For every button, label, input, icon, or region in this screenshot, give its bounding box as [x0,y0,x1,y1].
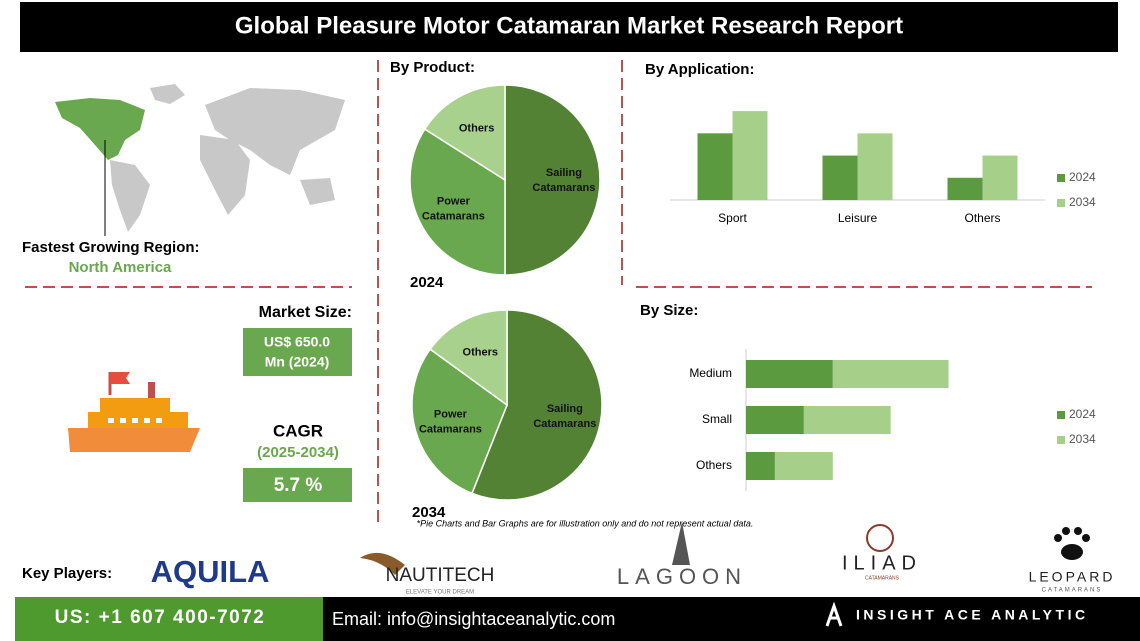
player-tagline: ELEVATE YOUR DREAM [406,590,474,596]
bar [803,406,891,434]
chart-title: By Application: [645,61,754,78]
slice-label: Sailing Catamarans [532,167,595,194]
email: Email: info@insightaceanalytic.com [332,609,615,629]
market-size-box [243,328,352,376]
x-tick-label: Sport [718,211,747,225]
slice-label: Power Catamarans [419,408,482,435]
title-bar [20,2,1118,52]
cagr-value: 5.7 % [274,475,323,496]
market-size-value: US$ 650.0 [264,334,330,350]
bar [947,177,983,200]
region-label: Fastest Growing Region: [22,239,200,256]
bar [822,155,858,200]
pie-year: 2034 [412,504,446,521]
legend-label: 2024 [1069,170,1096,184]
y-tick-label: Small [702,412,732,426]
ship-icon [68,372,200,452]
chart-title: By Size: [640,302,698,319]
brand: INSIGHT ACE ANALYTIC [856,607,1089,623]
legend-swatch [1057,411,1065,419]
x-tick-label: Leisure [838,211,878,225]
chart-title: By Product: [390,59,475,76]
slice-label: Power Catamarans [422,195,485,222]
bar [746,406,804,434]
pie-slice [411,348,508,495]
cagr-box [243,468,352,502]
bar [982,155,1018,200]
pie-year: 2024 [410,274,444,291]
legend-label: 2034 [1069,432,1096,446]
y-tick-label: Medium [689,366,732,380]
nautitech-mark [360,552,405,575]
legend-label: 2034 [1069,195,1096,209]
bar [857,133,893,200]
cagr-label: CAGR [273,421,323,440]
slice-label: Others [463,346,498,358]
footer-phone-box [15,597,323,641]
pie-slice [429,309,508,407]
player-logo: NAUTITECH [386,565,495,586]
legend-label: 2024 [1069,407,1096,421]
x-tick-label: Others [964,211,1000,225]
key-players-label: Key Players: [22,565,112,582]
brand-mark [825,601,843,627]
note: *Pie Charts and Bar Graphs are for illus… [417,518,754,528]
bar [732,111,768,200]
phone: US: +1 607 400-7072 [55,607,266,628]
bar [774,452,833,480]
y-tick-label: Others [696,458,732,472]
legend-swatch [1057,199,1065,207]
player-logo: AQUILA [151,554,270,589]
slice-label: Sailing Catamarans [533,403,596,430]
world-map [55,84,345,236]
pie-slice [504,84,601,276]
bar [832,360,949,388]
market-size-value: Mn (2024) [265,354,330,370]
region-value: North America [69,259,172,276]
player-tagline: CATAMARANS [1042,588,1103,594]
market-size-label: Market Size: [259,304,352,321]
player-logo: ILIAD [842,552,922,574]
separators [25,60,1092,525]
legend-swatch [1057,174,1065,182]
lagoon-mark [672,522,690,565]
bar [697,133,733,200]
iliad-mark [866,524,894,552]
pie-slice [471,309,603,501]
footer-bar [323,597,1140,641]
player-logo: LEOPARD [1029,569,1116,585]
player-logo: LAGOON [617,564,747,589]
bar [746,452,775,480]
slice-label: Others [459,122,494,134]
bar [746,360,833,388]
player-tagline: CATAMARANS [865,575,900,581]
legend-swatch [1057,436,1065,444]
cagr-period: (2025-2034) [257,444,339,461]
leopard-mark [1054,527,1090,560]
title: Global Pleasure Motor Catamaran Market R… [235,12,903,39]
pie-slice [423,84,506,182]
